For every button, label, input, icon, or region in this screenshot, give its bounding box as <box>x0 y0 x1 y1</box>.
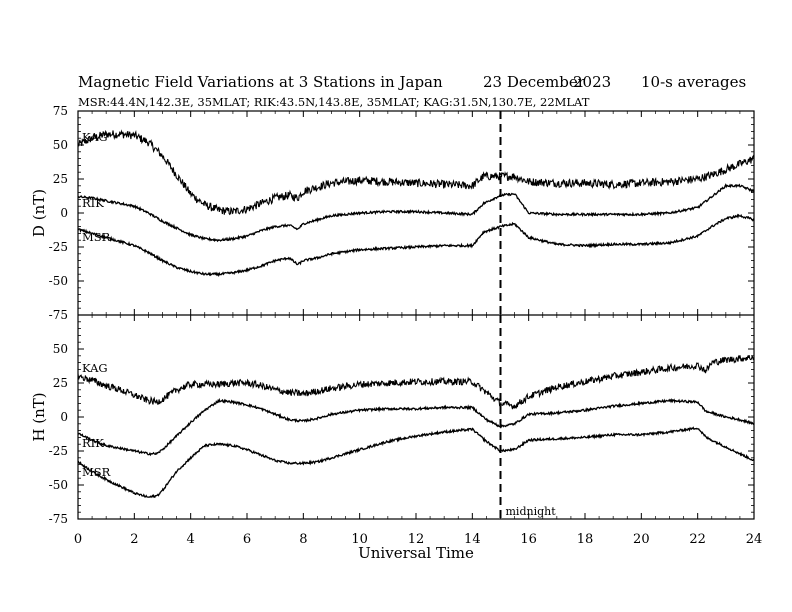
x-tick-label: 6 <box>243 532 251 547</box>
y-tick-label: -75 <box>49 512 68 526</box>
y-tick-label: 0 <box>60 206 68 220</box>
series-line-msr <box>77 213 755 278</box>
y-axis-label: H (nT) <box>30 392 48 441</box>
y-tick-label: -25 <box>49 444 68 458</box>
midnight-label: midnight <box>506 505 557 518</box>
y-tick-label: -75 <box>49 308 68 322</box>
x-tick-label: 22 <box>689 532 706 547</box>
series-label-msr: MSR <box>82 465 111 479</box>
y-tick-label: -25 <box>49 240 68 254</box>
series-line-kag <box>77 129 755 216</box>
x-tick-label: 24 <box>746 532 763 547</box>
x-tick-label: 4 <box>187 532 195 547</box>
y-axis-label: D (nT) <box>30 189 48 237</box>
y-tick-label: 75 <box>53 104 68 118</box>
x-tick-label: 10 <box>351 532 368 547</box>
x-tick-label: 18 <box>577 532 594 547</box>
x-tick-label: 8 <box>299 532 307 547</box>
x-tick-label: 16 <box>520 532 537 547</box>
series-line-rik <box>77 397 755 457</box>
series-label-rik: RIK <box>82 436 104 450</box>
x-tick-label: 14 <box>464 532 481 547</box>
y-tick-label: 50 <box>53 138 68 152</box>
y-tick-label: 25 <box>53 376 68 390</box>
station-coordinates: MSR:44.4N,142.3E, 35MLAT; RIK:43.5N,143.… <box>78 95 590 109</box>
x-tick-label: 0 <box>74 532 82 547</box>
series-line-kag <box>77 354 755 410</box>
y-tick-label: -50 <box>49 478 68 492</box>
y-tick-label: 25 <box>53 172 68 186</box>
y-tick-label: 0 <box>60 410 68 424</box>
x-tick-label: 20 <box>633 532 650 547</box>
x-axis-label: Universal Time <box>358 544 474 562</box>
series-line-rik <box>77 183 755 243</box>
series-label-msr: MSR <box>82 230 111 244</box>
y-tick-label: 50 <box>53 342 68 356</box>
chart-date-day: 23 December <box>483 73 585 91</box>
x-tick-label: 2 <box>130 532 138 547</box>
x-tick-label: 12 <box>408 532 425 547</box>
chart-title: Magnetic Field Variations at 3 Stations … <box>78 73 443 91</box>
series-label-kag: KAG <box>82 361 108 375</box>
series-label-rik: RIK <box>82 196 104 210</box>
chart-averaging: 10-s averages <box>641 73 747 91</box>
series-label-kag: KAG <box>82 130 108 144</box>
y-tick-label: -50 <box>49 274 68 288</box>
chart-date-year: 2023 <box>573 73 612 91</box>
series-line-msr <box>77 426 755 499</box>
